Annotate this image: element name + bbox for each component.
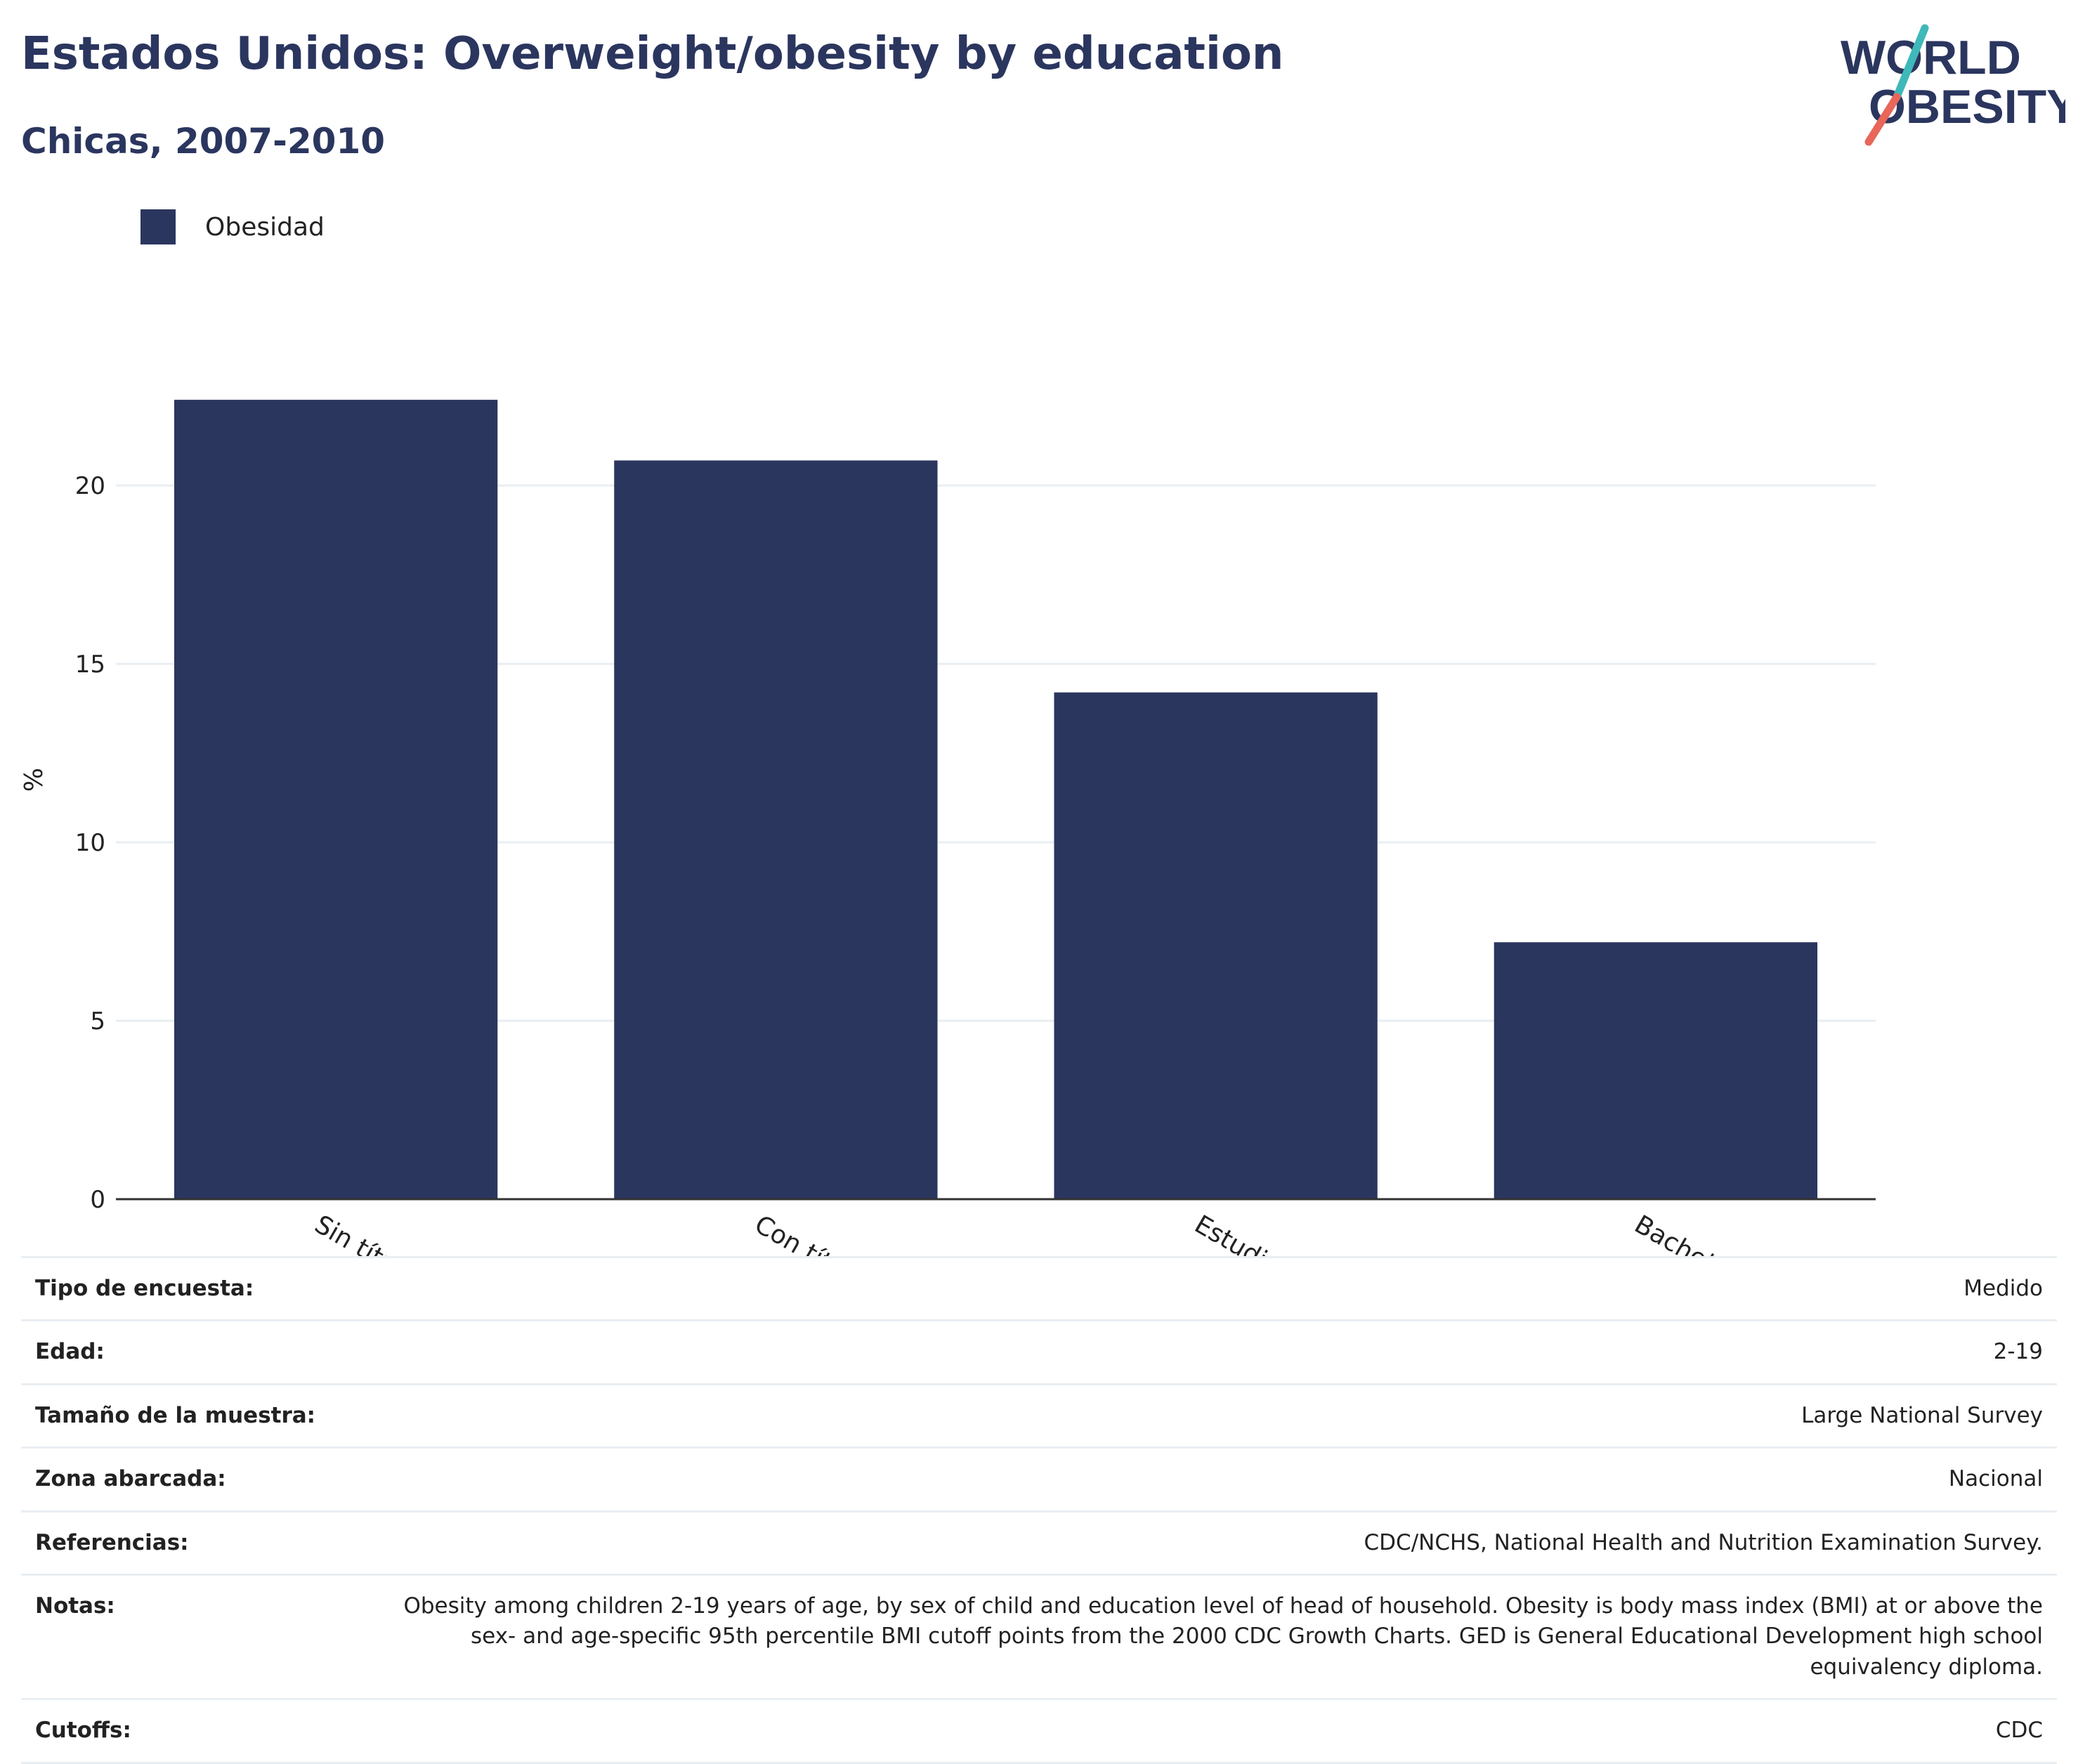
metadata-value: 2-19: [344, 1319, 2057, 1385]
metadata-row: Tipo de encuesta: Medido: [21, 1255, 2057, 1321]
bar-1[interactable]: [614, 460, 938, 1200]
y-tick-label: 10: [75, 829, 105, 857]
y-tick-label: 0: [90, 1186, 105, 1214]
legend[interactable]: Obesidad: [141, 209, 325, 244]
metadata-label: Referencias:: [21, 1510, 344, 1575]
metadata-label: Tamaño de la muestra:: [21, 1383, 344, 1448]
bar-3[interactable]: [1494, 942, 1818, 1199]
bars: [174, 400, 1818, 1200]
logo-teal-slash: [1893, 24, 1929, 101]
metadata-label: Zona abarcada:: [21, 1446, 344, 1512]
chart-title: Estados Unidos: Overweight/obesity by ed…: [21, 28, 1284, 80]
metadata-label: Notas:: [21, 1573, 344, 1699]
metadata-row: Zona abarcada: Nacional: [21, 1446, 2057, 1512]
metadata-row: Notas: Obesity among children 2-19 years …: [21, 1573, 2057, 1699]
legend-swatch: [141, 209, 176, 244]
x-tick-label: Estudios de grado parciales: [1189, 1210, 1506, 1256]
world-obesity-logo: WORLD OBESITY: [1841, 24, 2065, 146]
metadata-value: Large National Survey: [344, 1383, 2057, 1448]
metadata-value: Obesity among children 2-19 years of age…: [344, 1573, 2057, 1699]
metadata-table: Tipo de encuesta: Medido Edad: 2-19 Tamaño d…: [21, 1255, 2057, 1764]
logo-coral-slash: [1864, 93, 1901, 146]
x-tick-label: Sin título de secundaria: [310, 1210, 584, 1256]
x-tick-labels: Sin título de secundariaCon título de ba…: [310, 1210, 1949, 1256]
metadata-value: CDC: [344, 1698, 2057, 1764]
chart-subtitle: Chicas, 2007-2010: [21, 121, 386, 162]
metadata-label: Cutoffs:: [21, 1698, 344, 1764]
metadata-row: Tamaño de la muestra: Large National Surv…: [21, 1383, 2057, 1448]
metadata-row: Referencias: CDC/NCHS, National Health an…: [21, 1510, 2057, 1575]
bar-2[interactable]: [1054, 692, 1378, 1199]
metadata-row: Edad: 2-19: [21, 1319, 2057, 1385]
metadata-value: Nacional: [344, 1446, 2057, 1512]
metadata-value: CDC/NCHS, National Health and Nutrition …: [344, 1510, 2057, 1575]
metadata-value: Medido: [344, 1255, 2057, 1321]
y-tick-label: 15: [75, 651, 105, 679]
metadata-label: Tipo de encuesta:: [21, 1255, 344, 1321]
x-tick-label: Bachelor’s degree or higher: [1630, 1210, 1949, 1256]
y-tick-label: 20: [75, 472, 105, 500]
bar-chart: 0 5 10 15 20 Sin título de secundariaCon tít…: [20, 400, 1949, 1256]
bar-0[interactable]: [174, 400, 498, 1199]
legend-label: Obesidad: [205, 212, 325, 242]
y-axis-label: %: [20, 768, 48, 792]
metadata-row: Cutoffs: CDC: [21, 1698, 2057, 1764]
logo-text-world: WORLD: [1841, 31, 2021, 84]
y-tick-label: 5: [90, 1007, 105, 1035]
metadata-label: Edad:: [21, 1319, 344, 1385]
y-tick-labels: 0 5 10 15 20: [75, 472, 105, 1214]
